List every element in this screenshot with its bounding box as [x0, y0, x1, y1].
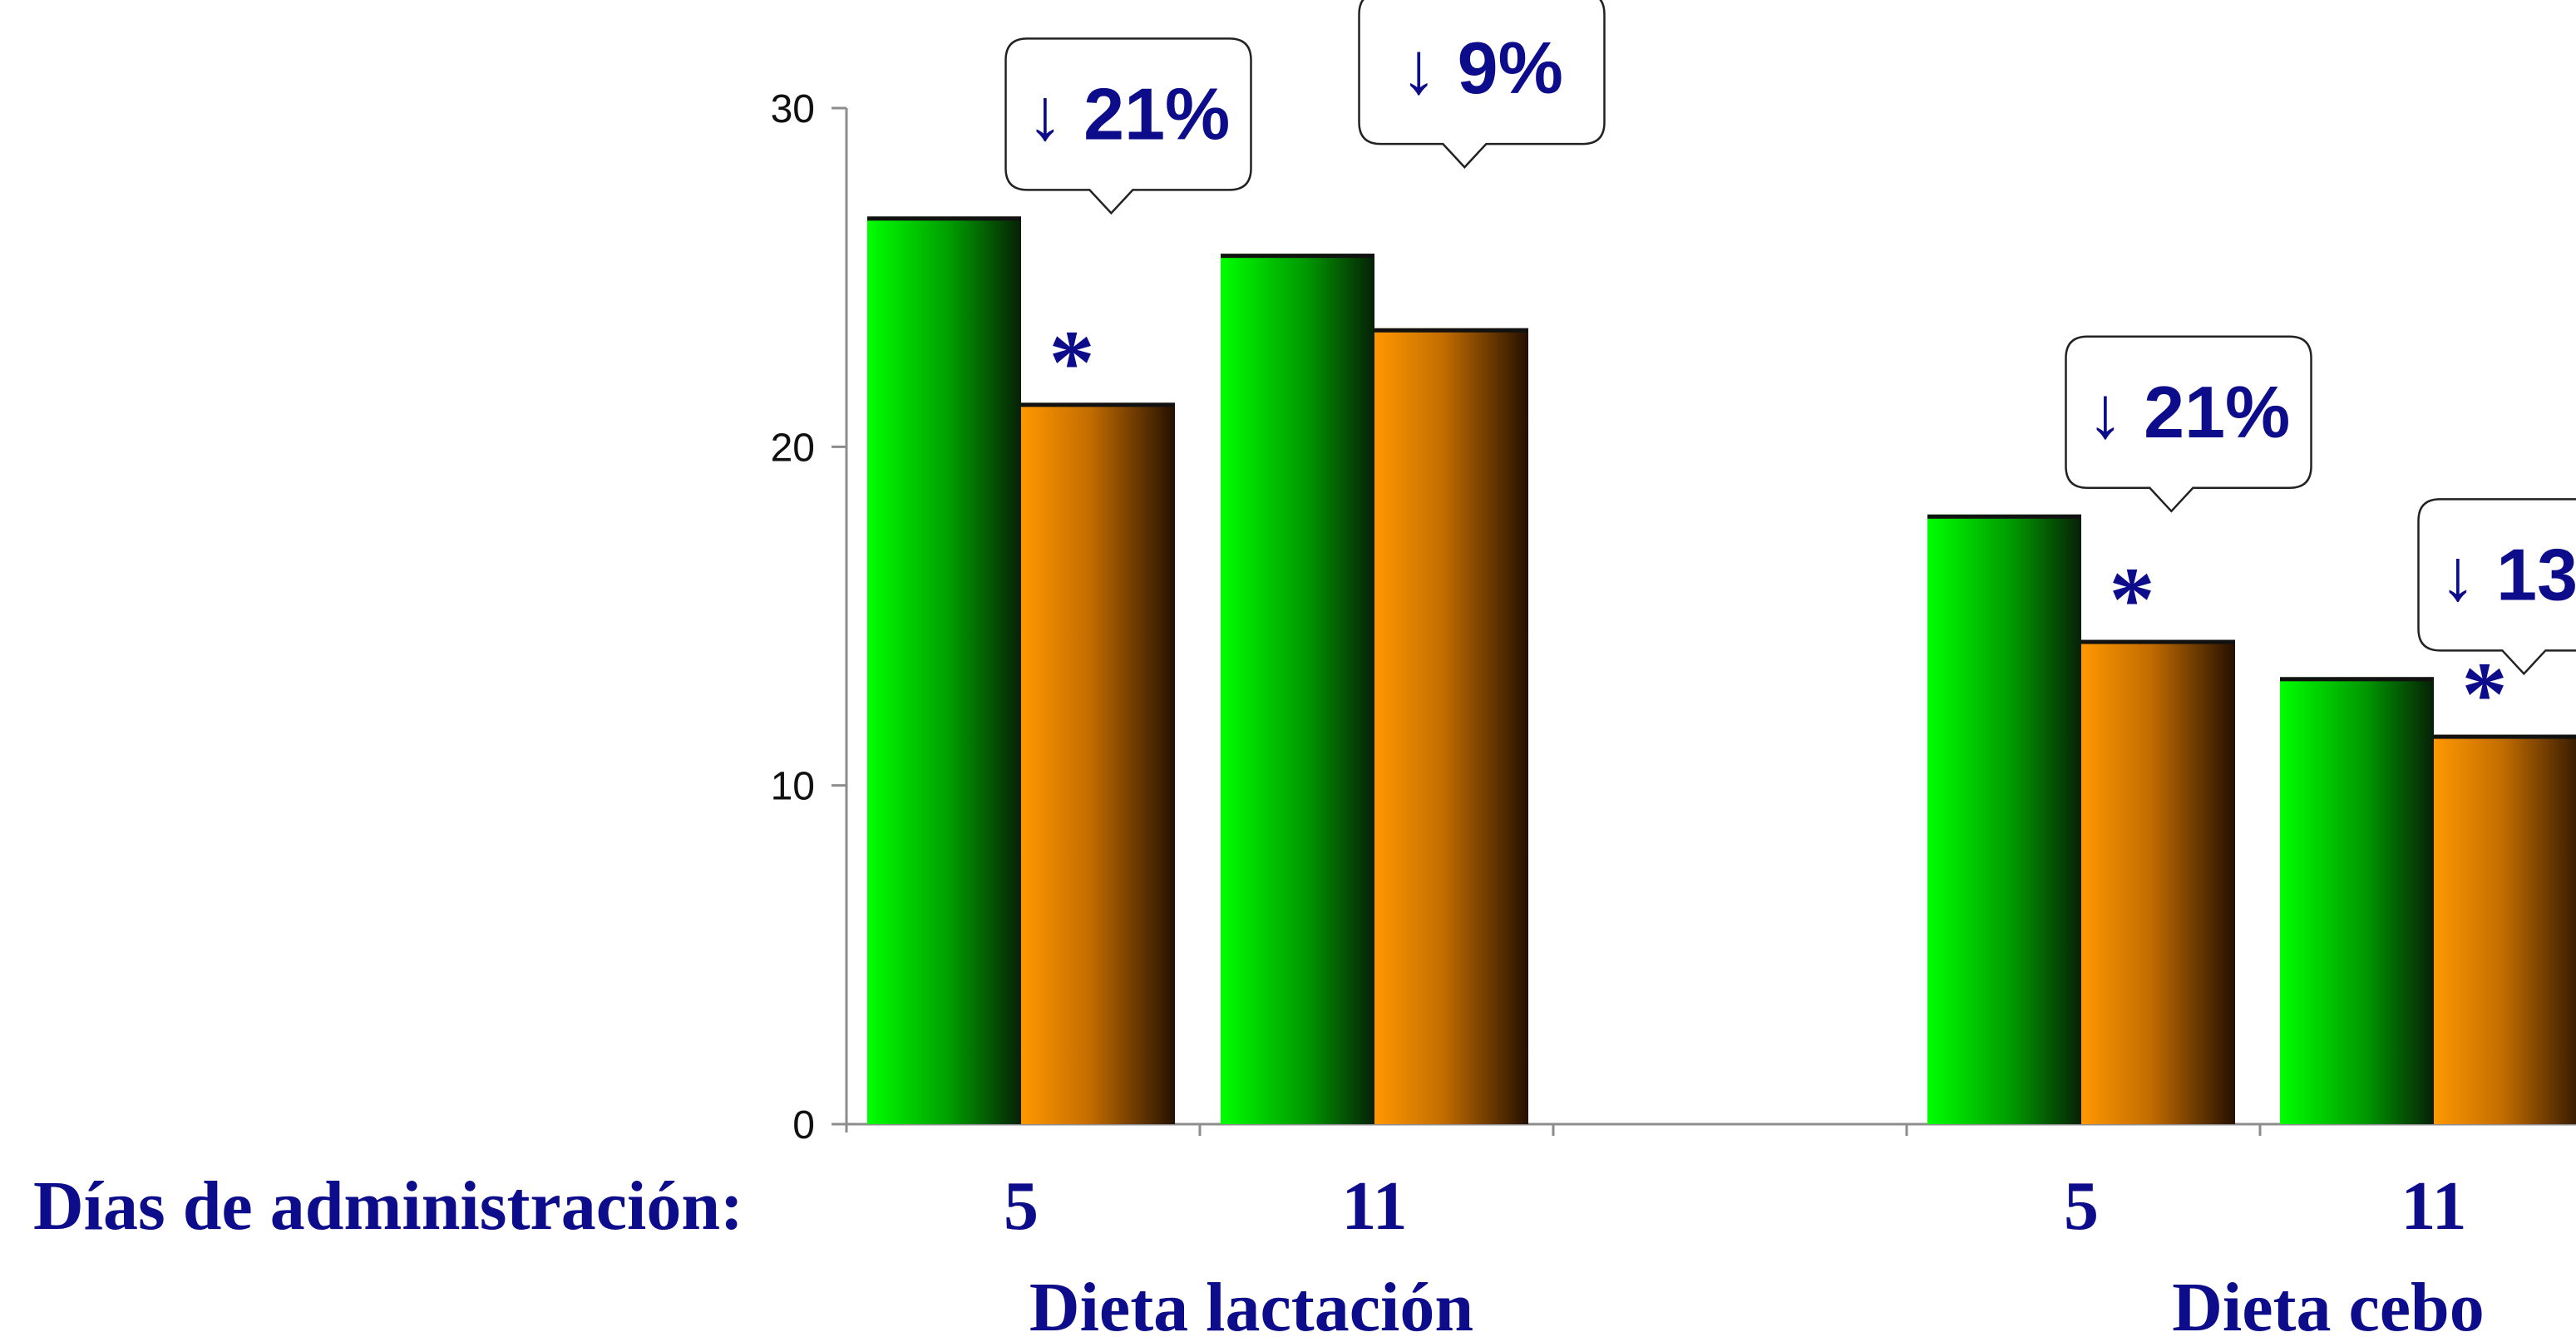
significance-star: * — [2110, 549, 2155, 650]
y-tick-label: 30 — [771, 87, 815, 131]
x-axis — [846, 1122, 2576, 1136]
callout-text: ↓ 21% — [2087, 371, 2291, 453]
group-label: Dieta cebo — [2172, 1269, 2485, 1342]
bar-top-edge — [2081, 639, 2235, 644]
day-label: 5 — [1004, 1167, 1039, 1245]
y-tick-label: 0 — [792, 1103, 815, 1147]
bar-series-2 — [2081, 639, 2235, 1124]
callout-text: ↓ 21% — [1027, 72, 1231, 155]
day-label: 5 — [2064, 1167, 2099, 1245]
callout-bubble — [1004, 37, 1252, 215]
significance-star: * — [1049, 311, 1095, 412]
day-label: 11 — [2401, 1167, 2466, 1245]
bar-top-edge — [2280, 677, 2434, 682]
bar-series-1 — [867, 216, 1021, 1124]
bar-top-edge — [1374, 328, 1528, 333]
bar-series-1 — [1927, 514, 2081, 1124]
bar-top-edge — [867, 216, 1021, 221]
bar-series-2 — [1374, 328, 1528, 1124]
bars — [867, 216, 2576, 1124]
callout-text: ↓ 9% — [1400, 27, 1563, 109]
bar-series-1 — [1221, 254, 1374, 1124]
significance-star: * — [2462, 644, 2508, 745]
y-axis: 0 10 20 30 — [771, 87, 848, 1147]
bar-top-edge — [1021, 402, 1175, 407]
group-label: Dieta lactación — [1029, 1269, 1473, 1342]
bar-series-2 — [1021, 402, 1175, 1124]
category-labels: Días de administración: 5 11 Dieta lactaci… — [33, 1167, 2485, 1342]
bar-series-1 — [2280, 677, 2434, 1124]
x-axis-prefix-label: Días de administración: — [33, 1167, 743, 1245]
callout-text: ↓ 13% — [2440, 533, 2576, 615]
y-tick-label: 20 — [771, 426, 815, 470]
bar-series-2 — [2434, 734, 2576, 1124]
bar-top-edge — [1221, 254, 1374, 259]
callout-bubble — [2417, 498, 2576, 676]
day-label: 11 — [1341, 1167, 1407, 1245]
callout-bubble — [2065, 335, 2312, 513]
y-tick-label: 10 — [771, 765, 815, 809]
callout-bubble — [1358, 0, 1606, 169]
annotations: * ↓ 21% ↓ 9% * ↓ 21% * ↓ 13% — [1004, 0, 2576, 745]
bar-top-edge — [2434, 734, 2576, 739]
bar-top-edge — [1927, 514, 2081, 519]
